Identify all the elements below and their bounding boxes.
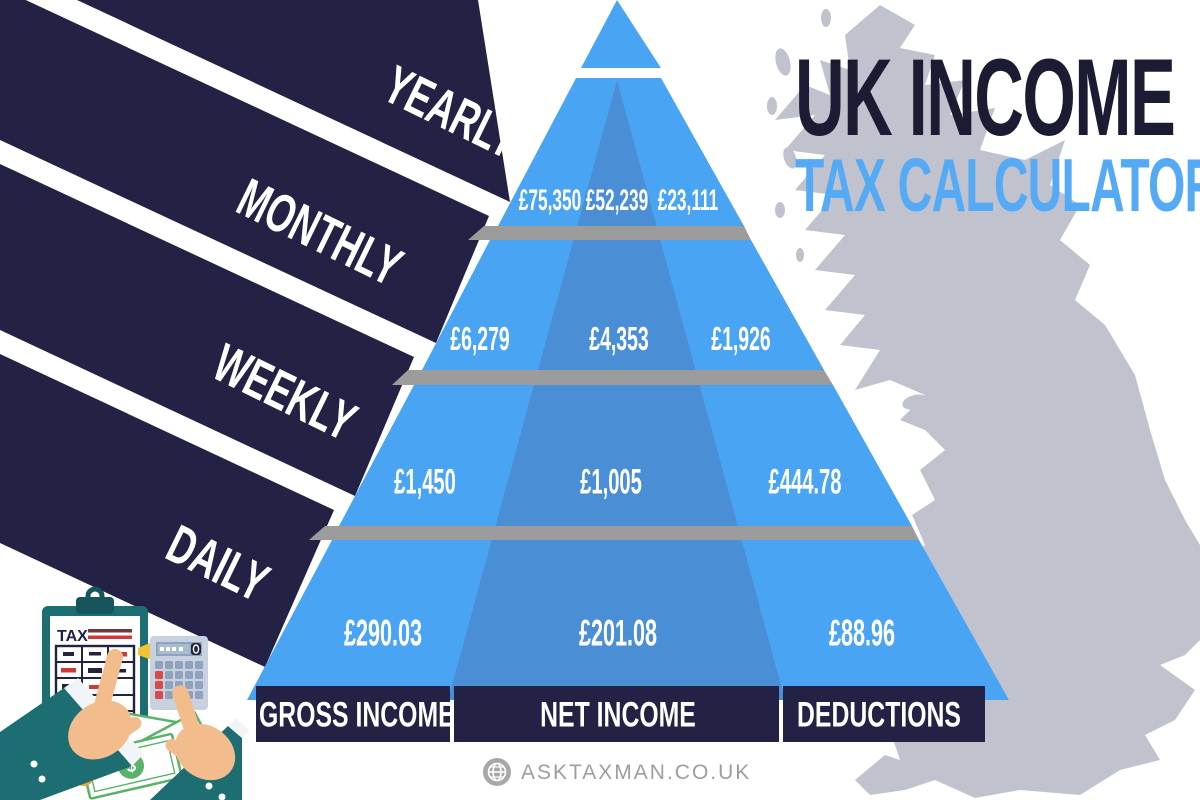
page-title-line2: TAX CALCULATOR bbox=[795, 143, 1200, 228]
column-box-deductions bbox=[783, 686, 985, 742]
value-daily-gross: £290.03 bbox=[343, 612, 423, 654]
value-weekly-deductions: £444.78 bbox=[768, 462, 842, 501]
pyramid-apex bbox=[581, 0, 661, 68]
value-yearly-net: £52,239 bbox=[585, 183, 649, 218]
value-weekly-gross: £1,450 bbox=[394, 462, 456, 501]
column-label-gross: GROSS INCOME bbox=[259, 694, 455, 735]
left-hand bbox=[0, 648, 144, 800]
column-label-net: NET INCOME bbox=[540, 694, 696, 735]
ribbon-monthly bbox=[0, 0, 489, 343]
value-daily-net: £201.08 bbox=[578, 612, 658, 654]
ribbon-daily bbox=[0, 354, 334, 667]
calculator bbox=[150, 636, 208, 710]
globe-icon bbox=[483, 758, 511, 786]
column-box-gross bbox=[256, 686, 450, 742]
value-weekly-net: £1,005 bbox=[580, 462, 642, 501]
pyramid-inner-column bbox=[448, 80, 785, 700]
column-box-net bbox=[454, 686, 779, 742]
value-monthly-deductions: £1,926 bbox=[711, 320, 771, 358]
separator-yearly-monthly bbox=[468, 226, 751, 240]
separator-weekly-daily bbox=[309, 526, 919, 540]
website-url: ASKTAXMAN.CO.UK bbox=[521, 761, 752, 784]
tax-illustration: $ $ $ $ bbox=[0, 586, 249, 800]
column-label-deductions: DEDUCTIONS bbox=[797, 694, 961, 735]
right-hand bbox=[150, 685, 249, 800]
ribbon-weekly bbox=[0, 164, 414, 496]
ribbon-yearly bbox=[77, 0, 510, 202]
page-title-line1: UK INCOME bbox=[795, 37, 1176, 159]
value-yearly-deductions: £23,111 bbox=[657, 183, 719, 218]
separator-monthly-weekly bbox=[392, 370, 833, 385]
value-monthly-gross: £6,279 bbox=[450, 320, 510, 358]
value-daily-deductions: £88.96 bbox=[828, 612, 896, 654]
value-yearly-gross: £75,350 bbox=[518, 183, 582, 218]
pencil bbox=[138, 642, 152, 660]
value-monthly-net: £4,353 bbox=[589, 320, 649, 358]
